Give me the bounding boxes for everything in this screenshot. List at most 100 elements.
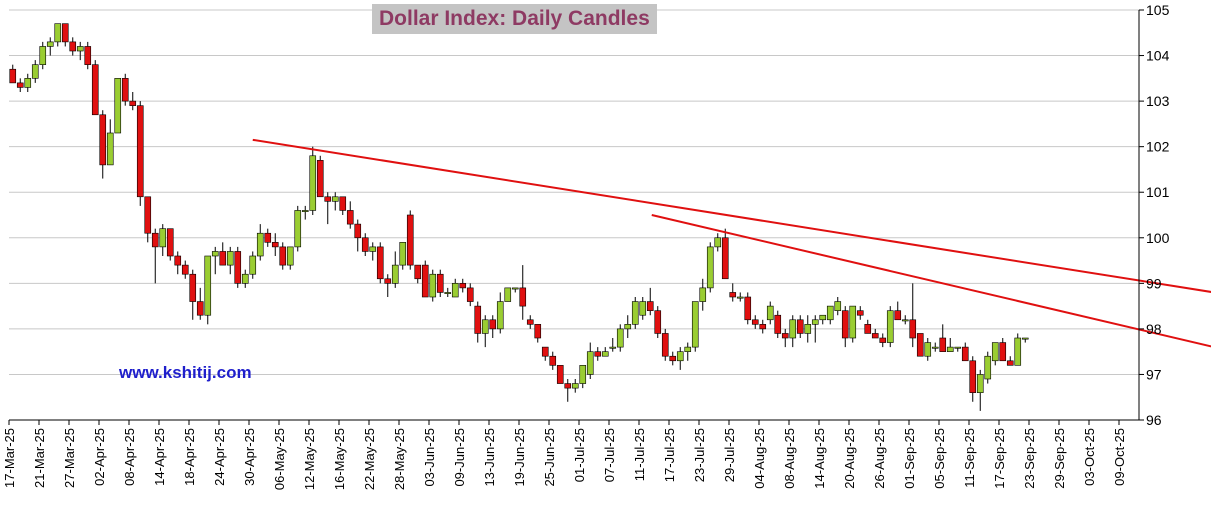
candle bbox=[429, 269, 437, 302]
candle bbox=[249, 251, 257, 279]
candle bbox=[894, 301, 902, 321]
candle-body bbox=[46, 41, 54, 47]
x-tick-label: 09-Oct-25 bbox=[1112, 428, 1127, 486]
candle-body bbox=[166, 228, 174, 257]
candle-body bbox=[624, 324, 632, 330]
candle bbox=[99, 110, 107, 179]
candle-body bbox=[324, 196, 332, 202]
candle-body bbox=[714, 237, 722, 248]
candle bbox=[586, 342, 594, 379]
x-tick-label: 29-Jul-25 bbox=[722, 428, 737, 482]
candle bbox=[354, 219, 362, 252]
candle bbox=[106, 119, 114, 166]
candle-body bbox=[609, 346, 617, 349]
candle-body bbox=[811, 319, 819, 325]
candle bbox=[474, 301, 482, 343]
candle bbox=[774, 310, 782, 338]
candle-body bbox=[429, 273, 437, 298]
candle bbox=[294, 205, 302, 252]
candle bbox=[976, 369, 984, 411]
x-tick-label: 01-Sep-25 bbox=[902, 428, 917, 489]
candle-body bbox=[639, 301, 647, 316]
candle bbox=[669, 351, 677, 366]
candle bbox=[489, 315, 497, 338]
candle bbox=[151, 228, 159, 284]
candle-body bbox=[309, 155, 317, 211]
candle-body bbox=[151, 232, 159, 248]
candle bbox=[744, 292, 752, 325]
candle bbox=[729, 283, 737, 302]
candle-body bbox=[219, 251, 227, 266]
candle-body bbox=[721, 237, 729, 280]
candle bbox=[736, 292, 744, 302]
candle bbox=[384, 274, 392, 297]
candle bbox=[504, 287, 512, 302]
candle-body bbox=[864, 324, 872, 334]
x-tick-label: 18-Apr-25 bbox=[182, 428, 197, 486]
candle bbox=[361, 233, 369, 256]
candle bbox=[781, 328, 789, 348]
candle-body bbox=[871, 333, 879, 339]
candle-body bbox=[99, 114, 107, 166]
candle bbox=[189, 269, 197, 320]
x-tick-label: 11-Sep-25 bbox=[962, 428, 977, 488]
candle bbox=[211, 246, 219, 275]
x-tick-label: 28-May-25 bbox=[392, 428, 407, 490]
candle-body bbox=[594, 351, 602, 357]
candle bbox=[204, 255, 212, 325]
candle bbox=[234, 246, 242, 288]
candle bbox=[519, 265, 527, 320]
candle bbox=[909, 283, 917, 348]
candle-body bbox=[969, 360, 977, 393]
candle bbox=[399, 242, 407, 270]
candle bbox=[84, 41, 92, 70]
candle bbox=[646, 287, 654, 316]
candle bbox=[871, 328, 879, 339]
candle bbox=[789, 315, 797, 348]
candle bbox=[834, 297, 842, 316]
candle bbox=[69, 37, 77, 56]
candle-body bbox=[984, 355, 992, 380]
candle-body bbox=[256, 232, 264, 257]
candle-body bbox=[234, 251, 242, 284]
candle bbox=[684, 342, 692, 361]
candle bbox=[264, 228, 272, 247]
candle-body bbox=[406, 214, 414, 266]
x-tick-label: 27-Mar-25 bbox=[62, 428, 77, 488]
candle bbox=[826, 305, 834, 325]
candle bbox=[991, 342, 999, 366]
candle bbox=[316, 155, 324, 198]
candle-body bbox=[459, 283, 467, 289]
candle-body bbox=[789, 319, 797, 339]
candle-body bbox=[886, 310, 894, 343]
candle-body bbox=[474, 305, 482, 334]
candle bbox=[414, 264, 422, 284]
candle-body bbox=[736, 296, 744, 299]
x-tick-label: 12-May-25 bbox=[302, 428, 317, 490]
grid-lines bbox=[9, 9, 1139, 421]
candle bbox=[526, 315, 534, 329]
candle-body bbox=[226, 251, 234, 266]
candle-body bbox=[1006, 360, 1014, 366]
candle-body bbox=[376, 246, 384, 280]
candle-body bbox=[631, 301, 639, 325]
candle-body bbox=[856, 310, 864, 316]
candle-body bbox=[706, 246, 714, 289]
candle bbox=[969, 356, 977, 402]
candle bbox=[76, 41, 84, 61]
candle-body bbox=[279, 246, 287, 266]
candle bbox=[136, 101, 144, 206]
watermark-text: www.kshitij.com bbox=[119, 363, 252, 382]
candle bbox=[811, 315, 819, 343]
candle-body bbox=[286, 246, 294, 266]
candle-body bbox=[616, 328, 624, 348]
candle bbox=[444, 287, 452, 297]
candle-body bbox=[654, 310, 662, 334]
candle-body bbox=[61, 23, 69, 43]
candle bbox=[541, 346, 549, 361]
candle-body bbox=[136, 105, 144, 198]
candle bbox=[766, 301, 774, 325]
candle bbox=[1006, 356, 1014, 366]
candle-body bbox=[481, 319, 489, 334]
candle-body bbox=[489, 319, 497, 330]
